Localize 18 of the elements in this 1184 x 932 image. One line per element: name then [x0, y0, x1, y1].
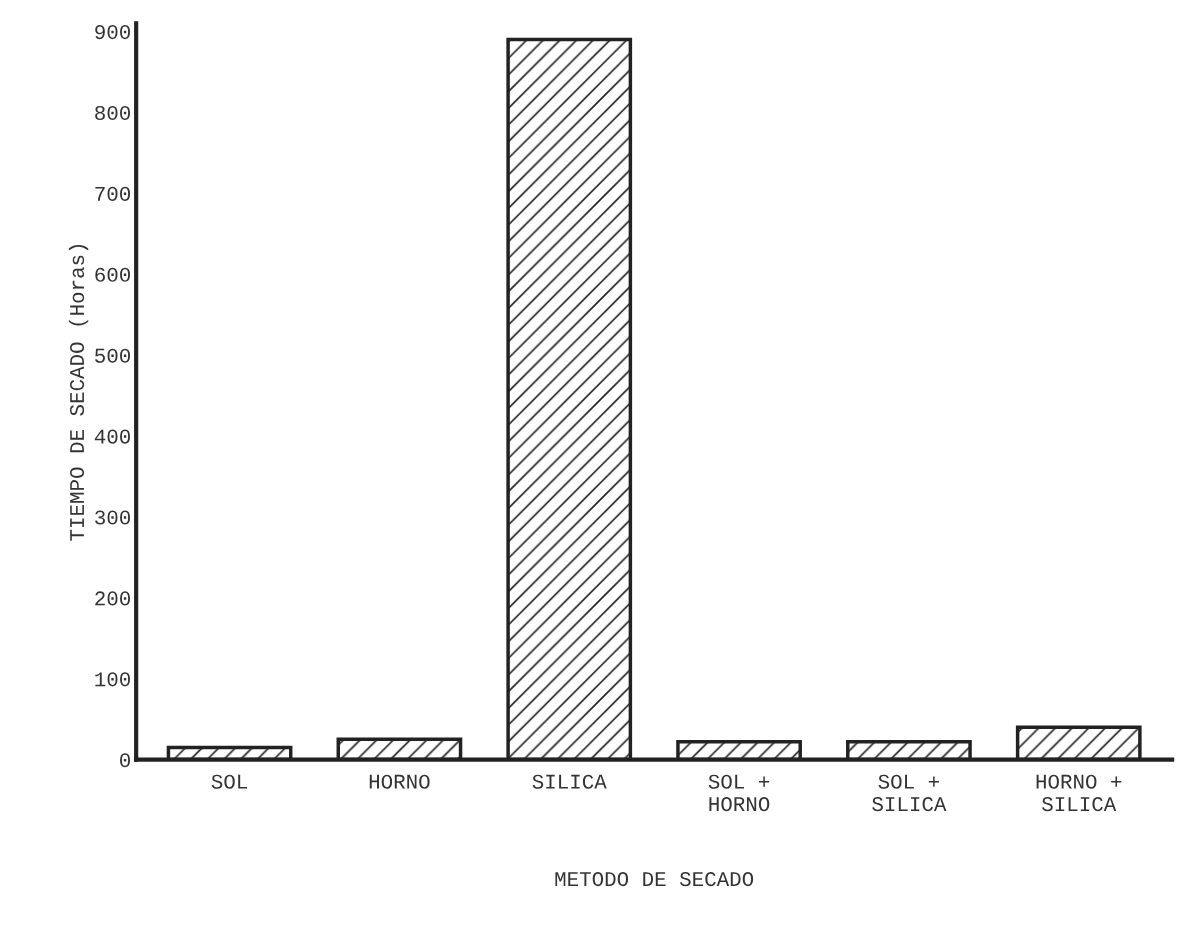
y-tick-label: 700	[95, 186, 131, 201]
x-tick-label: HORNO + SILICA	[1036, 774, 1122, 812]
y-tick-label: 800	[95, 105, 131, 121]
y-tick-label: 400	[94, 429, 131, 444]
y-tick-label: 100	[95, 672, 131, 687]
y-tick-label: 900	[95, 25, 131, 40]
x-tick-label: HORNO	[369, 774, 430, 789]
x-tick-label: SOL	[211, 774, 248, 789]
y-tick-label: 200	[95, 591, 131, 606]
x-tick-label: SOL + SILICA	[872, 774, 947, 812]
y-tick-label: 0	[120, 753, 131, 768]
y-tick-label: 300	[95, 510, 131, 525]
y-tick-label: 600	[95, 267, 131, 282]
x-tick-label: SOL + HORNO	[708, 774, 770, 812]
y-axis-title: TIEMPO DE SECADO (Horas)	[68, 244, 89, 541]
x-tick-label: SILICA	[532, 774, 607, 789]
y-tick-label: 500	[95, 348, 131, 363]
x-axis-title: METODO DE SECADO	[555, 872, 754, 887]
